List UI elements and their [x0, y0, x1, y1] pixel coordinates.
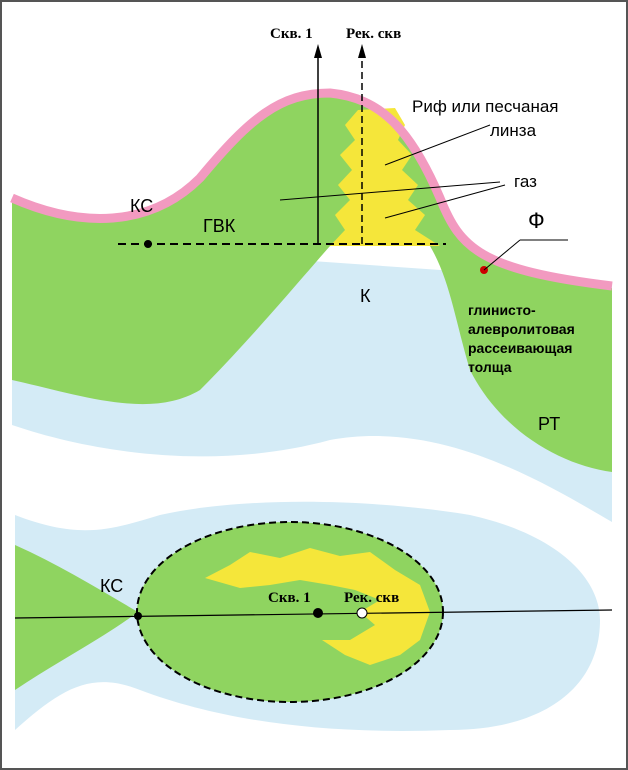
pointer — [279, 181, 501, 201]
pointer — [384, 124, 491, 166]
label: Рек. скв — [346, 26, 401, 42]
label: КС — [100, 576, 123, 596]
label: рассеивающая — [468, 340, 572, 356]
pointer — [384, 184, 506, 219]
reef — [330, 108, 440, 246]
label: глинисто- — [468, 302, 536, 318]
pink-layer — [10, 88, 613, 291]
plan-reef — [205, 548, 430, 665]
green-layer — [12, 95, 612, 472]
label: Скв. 1 — [270, 26, 313, 42]
label: газ — [514, 172, 537, 191]
ks-point — [144, 240, 152, 248]
label: К — [360, 286, 371, 306]
label: Ф — [528, 208, 545, 233]
pointer — [483, 239, 521, 271]
label: КС — [130, 196, 153, 216]
label: Риф или песчаная — [412, 97, 559, 116]
label: РТ — [538, 414, 560, 434]
label: толща — [468, 359, 512, 375]
well-rec-point — [356, 607, 368, 619]
arrow — [358, 44, 366, 58]
well-1-point — [313, 608, 323, 618]
label: ГВК — [203, 216, 236, 236]
label: линза — [490, 121, 537, 140]
ks-point — [134, 612, 142, 620]
label: Скв. 1 — [268, 590, 311, 606]
label: алевролитовая — [468, 321, 575, 337]
label: Рек. скв — [344, 590, 399, 606]
arrow — [314, 44, 322, 58]
